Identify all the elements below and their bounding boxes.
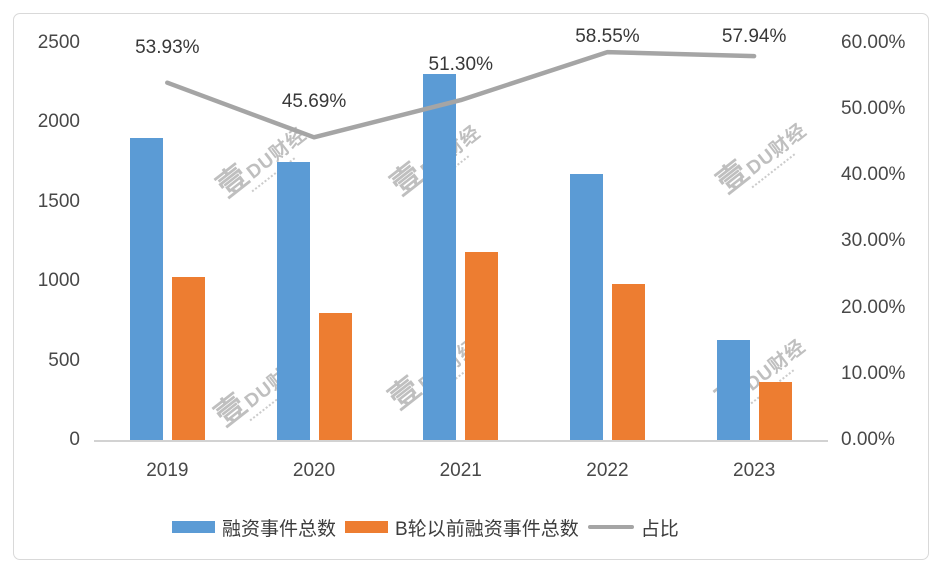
- x-axis-label-2019: 2019: [146, 460, 189, 481]
- total-financing-bar-2022: [569, 174, 603, 440]
- legend-item-ratio: 占比: [587, 514, 679, 541]
- ratio-data-label-2020: 45.69%: [281, 91, 347, 113]
- x-axis-label-2023: 2023: [733, 460, 776, 481]
- pre-series-b-bar-2021: [465, 252, 499, 440]
- legend-swatch-icon: [172, 521, 215, 533]
- left-axis-tick-0: 0: [69, 429, 80, 450]
- left-axis-tick-1000: 1000: [37, 270, 80, 291]
- ratio-data-label-2021: 51.30%: [428, 54, 493, 76]
- legend-label: 占比: [640, 518, 679, 540]
- right-axis-tick-10.00%: 10.00%: [841, 362, 906, 384]
- right-axis-tick-20.00%: 20.00%: [841, 296, 906, 318]
- left-axis-tick-2500: 2500: [37, 31, 80, 53]
- left-axis-tick-500: 500: [48, 349, 80, 371]
- total-financing-bar-2020: [276, 161, 310, 440]
- left-axis-tick-2000: 2000: [37, 111, 80, 132]
- left-axis-tick-1500: 1500: [37, 190, 80, 212]
- ratio-data-label-2019: 53.93%: [135, 36, 200, 58]
- pre-series-b-bar-2022: [611, 284, 645, 440]
- legend-label: B轮以前融资事件总数: [395, 518, 579, 540]
- pre-series-b-bar-2023: [758, 381, 792, 440]
- pre-series-b-bar-2019: [171, 277, 205, 440]
- legend-label: 融资事件总数: [222, 518, 337, 540]
- legend-item-total-financing: 融资事件总数: [172, 514, 336, 541]
- total-financing-bar-2021: [423, 74, 457, 440]
- legend: 融资事件总数 B轮以前融资事件总数 占比: [172, 514, 679, 540]
- right-axis-tick-0.00%: 0.00%: [841, 429, 895, 450]
- total-financing-bar-2023: [716, 339, 750, 440]
- x-axis-label-2022: 2022: [586, 460, 629, 481]
- pre-series-b-bar-2020: [318, 312, 352, 440]
- legend-line-icon: [587, 525, 634, 529]
- total-financing-bar-2019: [129, 138, 163, 440]
- ratio-data-label-2023: 57.94%: [721, 26, 787, 47]
- x-axis-label-2020: 2020: [292, 460, 336, 481]
- legend-item-pre-series-b: B轮以前融资事件总数: [345, 514, 579, 541]
- legend-swatch-icon: [345, 521, 389, 533]
- right-axis-tick-60.00%: 60.00%: [841, 31, 906, 53]
- x-axis-line: [94, 440, 828, 442]
- right-axis-tick-30.00%: 30.00%: [841, 230, 906, 252]
- right-axis-tick-50.00%: 50.00%: [841, 97, 906, 119]
- right-axis-tick-40.00%: 40.00%: [841, 164, 906, 185]
- ratio-data-label-2022: 58.55%: [575, 26, 640, 47]
- x-axis-label-2021: 2021: [439, 460, 482, 481]
